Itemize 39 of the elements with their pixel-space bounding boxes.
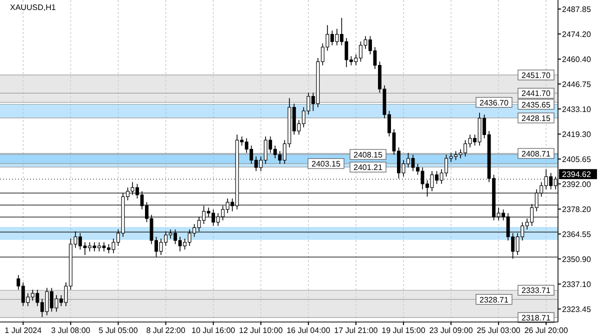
x-tick-label: 16 Jul 04:00 [286,326,331,335]
x-tick-label: 19 Jul 15:00 [382,326,426,335]
y-tick-label: 2474.20 [562,30,592,39]
ref-line-label: 2394.62 [562,170,592,180]
y-tick-label: 2419.30 [562,130,592,140]
y-tick-label: 2405.65 [562,154,592,164]
x-tick-label: 26 Jul 20:00 [524,326,568,335]
ref-line-label: 2428.15 [522,114,552,123]
x-tick-label: 10 Jul 16:00 [192,326,236,335]
x-tick-label: 25 Jul 03:00 [476,326,521,335]
ref-line-label: 2451.70 [522,70,552,80]
y-tick-label: 2433.10 [562,104,592,114]
y-tick-label: 2392.00 [562,180,592,189]
y-tick-label: 2446.75 [562,80,592,90]
y-tick-label: 2350.90 [562,254,592,264]
y-tick-label: 2337.10 [562,280,592,290]
ref-line-label: 2435.65 [522,100,552,110]
ref-line-label: 2403.15 [312,160,342,169]
ref-line-label: 2408.71 [522,149,552,158]
ref-line-label: 2318.71 [522,314,552,323]
ref-line-label: 2436.70 [480,98,510,108]
x-tick-label: 17 Jul 21:00 [334,326,378,335]
y-tick-label: 2323.45 [562,304,592,314]
ref-line-label: 2408.15 [354,150,384,160]
y-tick-label: 2364.55 [562,230,592,239]
x-tick-label: 23 Jul 09:00 [429,326,474,335]
chart-title: XAUUSD,H1 [10,3,56,12]
x-tick-label: 1 Jul 2024 [4,326,42,335]
ref-line-label: 2441.70 [522,89,552,98]
ref-line-label: 2333.71 [522,286,552,296]
x-tick-label: 5 Jul 05:00 [98,326,138,335]
x-tick-label: 3 Jul 08:00 [51,326,91,335]
x-tick-label: 8 Jul 22:00 [146,326,186,335]
y-tick-label: 2460.40 [562,55,592,64]
y-tick-label: 2487.85 [562,5,592,14]
y-tick-label: 2378.20 [562,205,592,214]
ref-line-label: 2328.71 [480,295,510,304]
ref-line-label: 2401.21 [354,163,384,172]
x-tick-label: 12 Jul 10:00 [239,326,284,335]
